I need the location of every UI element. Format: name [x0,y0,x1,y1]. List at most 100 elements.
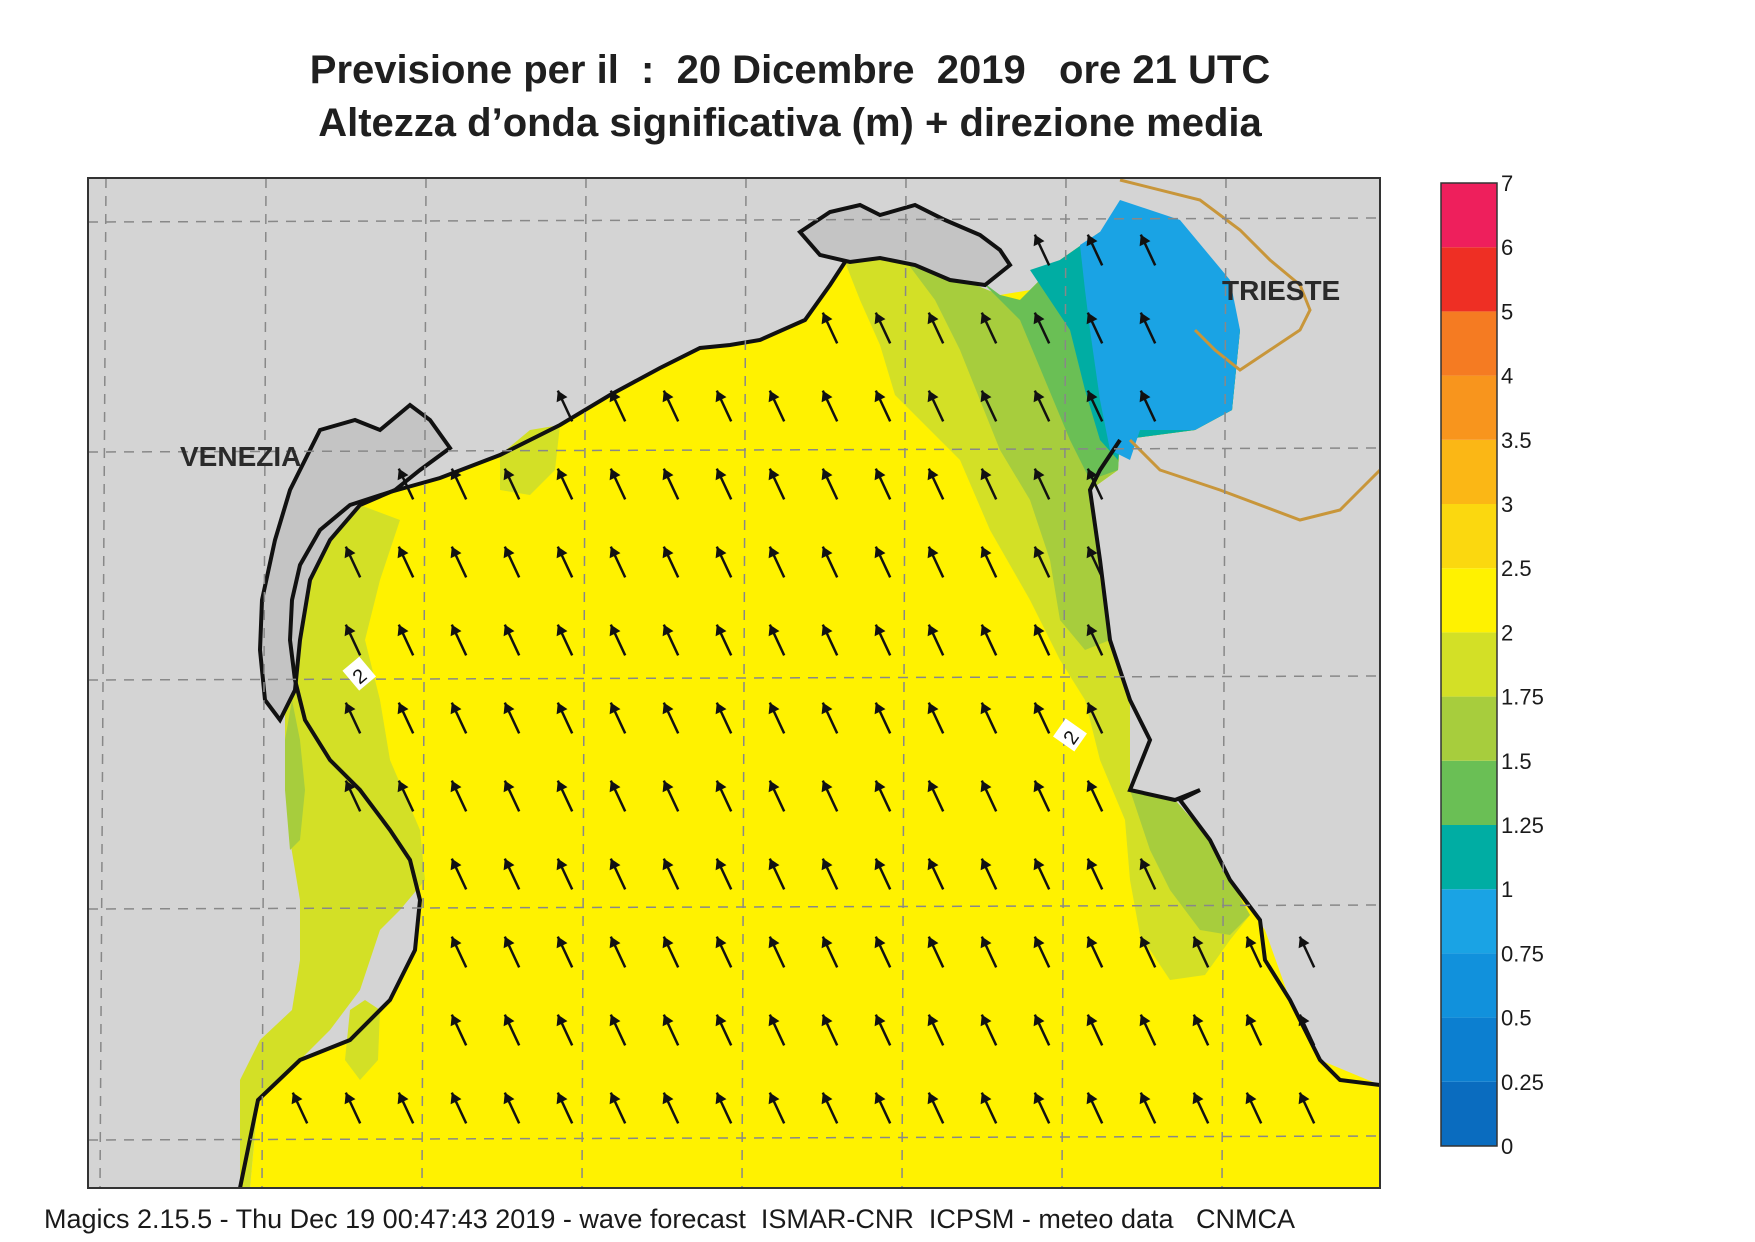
wave-arrow [980,702,998,734]
wave-arrow [874,468,892,500]
wave-arrow [768,936,786,968]
wave-arrow [715,858,733,890]
wave-arrow [344,780,362,812]
wave-arrow [874,1092,892,1124]
wave-arrow [450,624,468,656]
wave-arrow [768,1014,786,1046]
wave-arrow [980,1014,998,1046]
wave-arrow [1298,1014,1316,1046]
wave-arrow [1086,312,1104,344]
wave-arrow [662,780,680,812]
wave-arrow [821,858,839,890]
sea-band-1.75-2-north [500,425,560,495]
place-label-trieste: TRIESTE [1222,275,1340,306]
legend-swatch [1441,825,1497,890]
wave-arrow [715,702,733,734]
wave-arrow [503,858,521,890]
wave-arrow [344,702,362,734]
wave-arrow [821,1014,839,1046]
wave-arrow [715,1014,733,1046]
wave-arrow [1033,1092,1051,1124]
legend-swatch [1441,696,1497,761]
wave-arrow [450,546,468,578]
wave-arrow [503,702,521,734]
wave-arrow [1033,312,1051,344]
wave-arrow [821,546,839,578]
wave-arrow [927,546,945,578]
wave-arrow [503,936,521,968]
venice-lagoon-land [257,402,453,724]
wave-arrow [1033,468,1051,500]
wave-arrow [450,468,468,500]
wave-arrow [1086,702,1104,734]
wave-arrow [1086,858,1104,890]
wave-arrow [768,624,786,656]
wave-arrow [1139,390,1157,422]
wave-arrow [397,780,415,812]
legend-tick-label: 7 [1501,171,1513,196]
wave-arrow [768,780,786,812]
wave-arrow [556,936,574,968]
wave-arrow [927,312,945,344]
wave-arrow [1033,390,1051,422]
wave-arrow [715,468,733,500]
sea-band-1.5-1.75-east [1130,790,1250,935]
map-title-line1: Previsione per il : 20 Dicembre 2019 ore… [309,48,1271,92]
wave-arrow [1139,858,1157,890]
wave-arrow [344,624,362,656]
wave-arrow [556,546,574,578]
wave-arrow [1139,1014,1157,1046]
wave-arrow [1192,1092,1210,1124]
wave-arrow [927,1014,945,1046]
wave-arrow [715,546,733,578]
wave-arrow [609,936,627,968]
wave-arrow [821,780,839,812]
wave-arrow [1033,936,1051,968]
wave-arrow [1139,936,1157,968]
wave-arrow [1192,1014,1210,1046]
wave-arrow [556,1092,574,1124]
wave-arrow [1033,1014,1051,1046]
wave-arrow [1033,780,1051,812]
legend-border [1440,182,1498,1147]
wave-arrow [1086,390,1104,422]
wave-arrow [503,468,521,500]
wave-arrow [1033,624,1051,656]
legend-tick-label: 1.75 [1501,685,1544,710]
wave-arrow [980,1092,998,1124]
wave-arrow [874,390,892,422]
istria-coastline [1087,438,1380,1087]
wave-arrow [874,936,892,968]
wave-arrow [768,468,786,500]
legend-swatch [1441,568,1497,633]
color-legend: 0 0.25 0.5 0.75 1 1.25 1.5 1.75 2 2.5 3 3.5 4 5 6 7 [1440,171,1544,1159]
wave-arrow [556,702,574,734]
wave-arrow [1086,780,1104,812]
wave-arrow [662,1092,680,1124]
wave-arrow [980,312,998,344]
place-label-venezia: VENEZIA [180,441,301,472]
wave-arrow [344,1092,362,1124]
legend-tick-label: 0 [1501,1134,1513,1159]
wave-arrow [874,858,892,890]
wave-arrow [768,390,786,422]
wave-arrow [927,858,945,890]
wave-arrow [715,390,733,422]
wave-arrow [344,546,362,578]
legend-tick-label: 4 [1501,364,1513,389]
wave-arrow [450,1014,468,1046]
wave-arrow [450,702,468,734]
wave-arrow [715,780,733,812]
wave-arrow [556,858,574,890]
wave-arrow [768,546,786,578]
wave-arrow [1033,234,1051,266]
legend-tick-label: 1 [1501,877,1513,902]
contour-label-west: 2 [342,656,377,691]
legend-tick-label: 0.75 [1501,941,1544,966]
wave-arrow [821,390,839,422]
legend-swatch [1441,1081,1497,1146]
legend-swatch [1441,183,1497,248]
wave-arrow [715,1092,733,1124]
wave-arrow [662,468,680,500]
